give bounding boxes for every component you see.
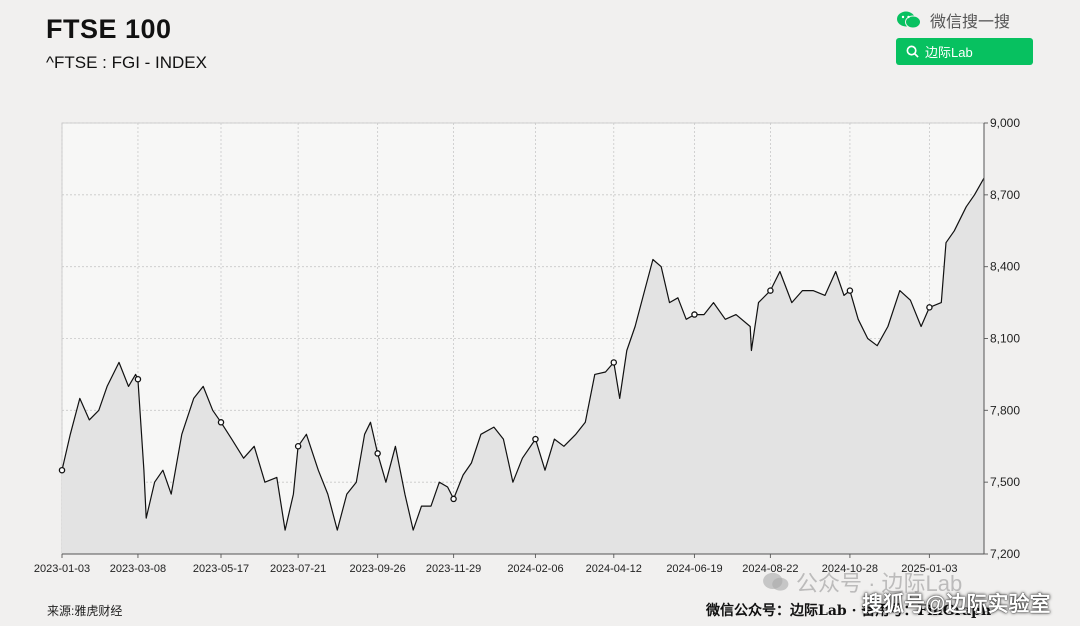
x-tick-label: 2023-11-29 bbox=[426, 563, 481, 575]
data-marker bbox=[926, 304, 933, 311]
x-tick-label: 2023-05-17 bbox=[193, 563, 249, 575]
watermark: 公众号 · 边际Lab bbox=[762, 566, 962, 598]
data-marker bbox=[532, 435, 539, 443]
x-tick-label: 2024-04-12 bbox=[586, 563, 642, 575]
x-tick-label: 2024-06-19 bbox=[666, 563, 722, 575]
search-icon bbox=[906, 45, 919, 58]
source-note: 来源:雅虎财经 bbox=[47, 604, 123, 618]
x-tick-label: 2024-10-28 bbox=[822, 563, 878, 575]
y-tick-label: 8,700 bbox=[990, 188, 1020, 202]
data-marker bbox=[134, 375, 142, 383]
series-line bbox=[61, 177, 985, 531]
credit-note: 微信公众号：边际Lab · 备用号：FinGraph bbox=[706, 603, 992, 619]
x-tick-label: 2023-07-21 bbox=[270, 563, 326, 575]
data-marker bbox=[846, 287, 854, 294]
chart-title: FTSE 100 bbox=[46, 14, 172, 44]
y-tick-label: 7,800 bbox=[990, 403, 1020, 417]
search-button[interactable]: 边际Lab bbox=[896, 38, 1033, 65]
sohu-watermark: 搜狐号@边际实验室 bbox=[862, 593, 1051, 616]
y-tick-label: 9,000 bbox=[990, 116, 1020, 130]
chart-subtitle: ^FTSE : FGI - INDEX bbox=[46, 53, 207, 72]
x-tick-label: 2025-01-03 bbox=[901, 563, 957, 575]
data-marker bbox=[450, 495, 457, 503]
y-tick-label: 8,100 bbox=[990, 332, 1020, 346]
data-marker bbox=[374, 450, 381, 457]
data-marker bbox=[217, 419, 225, 426]
search-button-label: 边际Lab bbox=[925, 45, 973, 60]
y-tick-label: 7,500 bbox=[990, 475, 1020, 489]
wechat-search-header[interactable]: 微信搜一搜 bbox=[896, 8, 1010, 32]
series-area bbox=[62, 178, 984, 554]
data-marker bbox=[58, 466, 66, 474]
x-tick-label: 2023-01-03 bbox=[34, 563, 90, 575]
x-tick-label: 2023-03-08 bbox=[110, 563, 166, 575]
x-tick-label: 2024-02-06 bbox=[507, 563, 563, 575]
y-tick-label: 8,400 bbox=[990, 260, 1020, 274]
data-marker bbox=[294, 442, 302, 450]
data-marker bbox=[767, 287, 774, 294]
data-marker bbox=[610, 359, 618, 366]
x-tick-label: 2023-09-26 bbox=[349, 563, 405, 575]
y-tick-label: 7,200 bbox=[990, 547, 1020, 561]
wechat-watermark-icon bbox=[763, 572, 789, 591]
data-marker bbox=[691, 311, 698, 318]
wechat-search-label: 微信搜一搜 bbox=[930, 14, 1011, 31]
wechat-icon bbox=[897, 11, 921, 29]
x-tick-label: 2024-08-22 bbox=[742, 563, 798, 575]
watermark-text: 公众号 · 边际Lab bbox=[796, 571, 963, 596]
